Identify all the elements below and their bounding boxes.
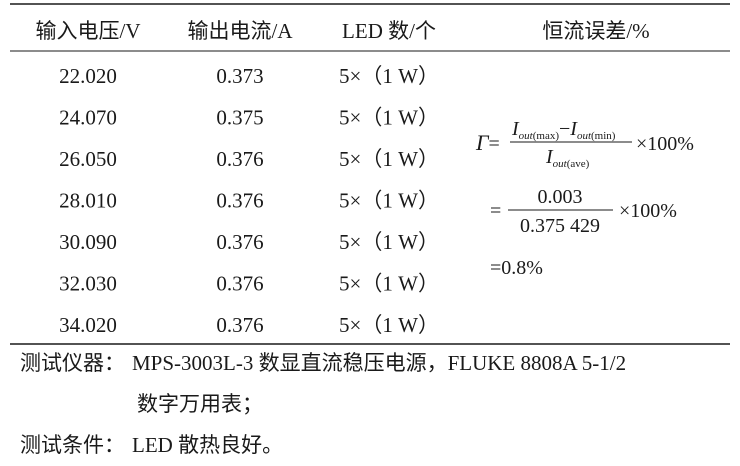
numerator: Iout(max)−Iout(min) — [511, 118, 616, 142]
header-cell: 输出电流/A — [188, 19, 294, 43]
denominator: Iout(ave) — [545, 146, 590, 170]
qual: (max) — [533, 130, 560, 142]
minus: − — [559, 118, 570, 140]
cell: 28.010 — [59, 189, 117, 213]
cell: 5×（1 W） — [339, 106, 439, 130]
cell: 26.050 — [59, 147, 117, 171]
sub: out — [553, 158, 568, 170]
cell: 0.373 — [216, 64, 263, 88]
formula-lhs: Γ= — [475, 130, 500, 155]
cell: 22.020 — [59, 64, 117, 88]
symbol: Γ — [475, 130, 490, 155]
formula: Γ= Iout(max)−Iout(min) Iout(ave) ×100% =… — [475, 118, 694, 279]
cell: 0.376 — [216, 313, 263, 337]
header-cell: LED 数/个 — [342, 19, 436, 43]
header-cell: 恒流误差/% — [542, 19, 649, 43]
sub: out — [519, 130, 534, 142]
cell: 0.376 — [216, 272, 263, 296]
denominator: 0.375 429 — [520, 215, 600, 237]
cell: 34.020 — [59, 313, 117, 337]
cell: 0.376 — [216, 189, 263, 213]
var: I — [545, 146, 554, 168]
var: I — [511, 118, 520, 140]
numerator: 0.003 — [538, 186, 583, 208]
cell: 5×（1 W） — [339, 230, 439, 254]
cell: 0.376 — [216, 147, 263, 171]
qual: (min) — [591, 130, 616, 142]
cell: 0.375 — [216, 106, 263, 130]
header-cell: 输入电压/V — [36, 19, 141, 43]
times: ×100% — [636, 133, 694, 155]
cell: 5×（1 W） — [339, 189, 439, 213]
note-text: MPS-3003L-3 数显直流稳压电源，FLUKE 8808A 5-1/2 — [132, 351, 626, 375]
equals: = — [489, 133, 500, 155]
times: ×100% — [619, 200, 677, 222]
sub: out — [577, 130, 592, 142]
cell: 32.030 — [59, 272, 117, 296]
cell: 0.376 — [216, 230, 263, 254]
table: 输入电压/V 输出电流/A LED 数/个 恒流误差/% 22.020 0.373 5×（1… — [36, 19, 650, 337]
cell: 5×（1 W） — [339, 64, 439, 88]
cell: 5×（1 W） — [339, 147, 439, 171]
cell: 30.090 — [59, 230, 117, 254]
note-label: 测试仪器： — [20, 351, 125, 375]
equals: = — [490, 200, 501, 222]
note-label: 测试条件： — [20, 433, 125, 457]
note-text: 数字万用表； — [137, 392, 263, 416]
result: =0.8% — [490, 257, 543, 279]
notes: 测试仪器： MPS-3003L-3 数显直流稳压电源，FLUKE 8808A 5-… — [20, 351, 626, 457]
cell: 24.070 — [59, 106, 117, 130]
var: I — [569, 118, 578, 140]
qual: (ave) — [567, 158, 590, 170]
note-text: LED 散热良好。 — [132, 433, 283, 457]
cell: 5×（1 W） — [339, 272, 439, 296]
cell: 5×（1 W） — [339, 313, 439, 337]
